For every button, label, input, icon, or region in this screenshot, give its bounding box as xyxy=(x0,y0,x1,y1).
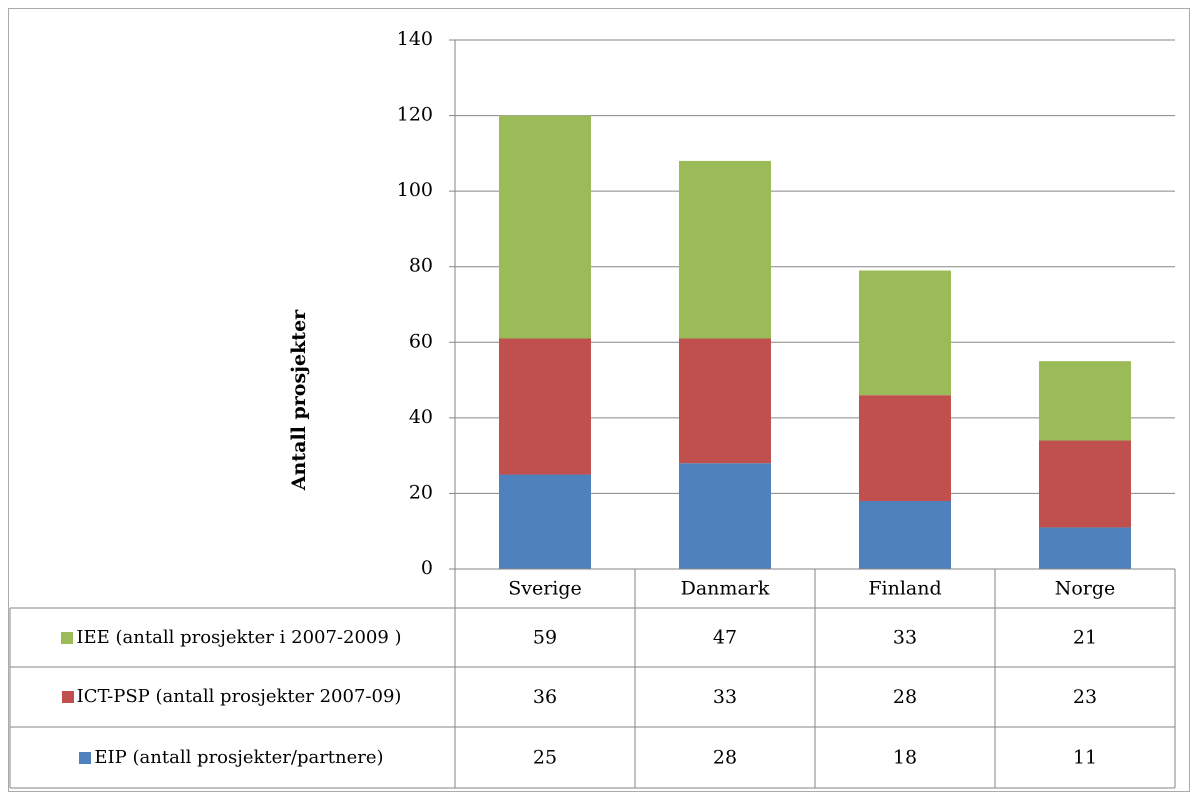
bar-segment xyxy=(499,474,591,569)
bar-segment xyxy=(859,395,951,501)
x-tick-label: Danmark xyxy=(681,578,770,600)
legend-label: EIP (antall prosjekter/partnere) xyxy=(94,746,384,768)
bar-segment xyxy=(859,500,951,569)
legend-entry: IEE (antall prosjekter i 2007-2009 ) xyxy=(10,608,455,667)
bar-segment xyxy=(859,270,951,396)
table-value: 23 xyxy=(1073,686,1097,708)
legend-entry: EIP (antall prosjekter/partnere) xyxy=(10,727,455,788)
bar-segment xyxy=(679,338,771,464)
legend-cell: ICT-PSP (antall prosjekter 2007-09) xyxy=(10,667,455,727)
bar-segment xyxy=(499,338,591,475)
table-value: 33 xyxy=(713,686,737,708)
y-tick-label: 140 xyxy=(397,28,433,50)
y-tick-label: 20 xyxy=(409,481,433,503)
bar-segment xyxy=(1039,361,1131,441)
bar-segment xyxy=(679,463,771,569)
table-value: 36 xyxy=(533,686,557,708)
table-value: 21 xyxy=(1073,627,1097,649)
legend-swatch xyxy=(79,751,92,764)
x-tick-label: Finland xyxy=(868,578,941,600)
legend-cell: EIP (antall prosjekter/partnere) xyxy=(10,727,455,788)
x-tick-label: Norge xyxy=(1055,578,1116,600)
legend-swatch xyxy=(61,691,74,703)
table-value: 59 xyxy=(533,627,557,649)
table-value: 47 xyxy=(713,627,737,649)
y-tick-label: 0 xyxy=(421,557,433,579)
bar-segment xyxy=(499,115,591,339)
y-tick-label: 40 xyxy=(409,406,433,428)
bar-segment xyxy=(1039,440,1131,528)
table-value: 18 xyxy=(893,747,917,769)
y-tick-label: 120 xyxy=(397,104,433,126)
chart-border xyxy=(8,8,1190,792)
table-value: 28 xyxy=(893,686,917,708)
y-tick-label: 80 xyxy=(409,255,433,277)
legend-entry: ICT-PSP (antall prosjekter 2007-09) xyxy=(10,667,455,727)
bar-segment xyxy=(1039,527,1131,569)
legend-label: ICT-PSP (antall prosjekter 2007-09) xyxy=(76,686,402,707)
legend-swatch xyxy=(61,631,74,644)
y-tick-label: 60 xyxy=(409,330,433,352)
y-axis-label: Antall prosjekter xyxy=(288,309,310,491)
bar-segment xyxy=(679,160,771,339)
table-value: 25 xyxy=(533,747,557,769)
legend-cell: IEE (antall prosjekter i 2007-2009 ) xyxy=(10,608,455,667)
table-value: 28 xyxy=(713,747,737,769)
table-value: 11 xyxy=(1073,747,1097,769)
table-value: 33 xyxy=(893,627,917,649)
x-tick-label: Sverige xyxy=(508,578,582,600)
y-tick-label: 100 xyxy=(397,179,433,201)
legend-label: IEE (antall prosjekter i 2007-2009 ) xyxy=(76,626,402,648)
